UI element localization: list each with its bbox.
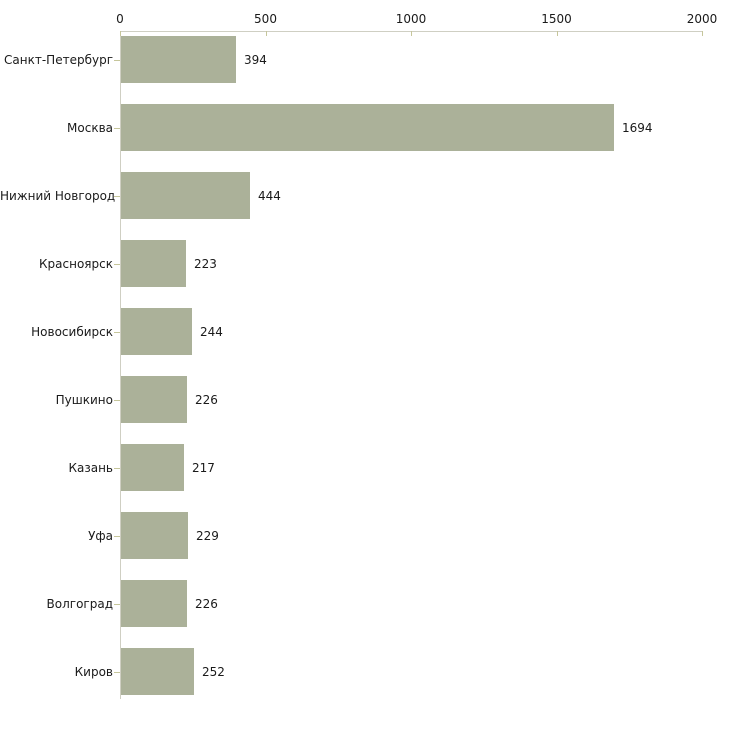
category-label: Санкт-Петербург	[4, 53, 113, 67]
value-label: 252	[202, 665, 225, 679]
y-axis-tick	[114, 468, 120, 469]
value-label: 1694	[622, 121, 653, 135]
bar	[121, 308, 192, 355]
y-axis-tick	[114, 604, 120, 605]
value-label: 217	[192, 461, 215, 475]
value-label: 223	[194, 257, 217, 271]
x-axis-tick-label: 1500	[541, 12, 572, 26]
value-label: 394	[244, 53, 267, 67]
category-label: Уфа	[88, 529, 113, 543]
category-label: Красноярск	[39, 257, 113, 271]
y-axis-line	[120, 31, 121, 699]
value-label: 244	[200, 325, 223, 339]
x-axis-tick	[120, 31, 121, 36]
category-label: Киров	[74, 665, 113, 679]
category-label: Пушкино	[55, 393, 113, 407]
x-axis-tick-label: 1000	[395, 12, 427, 26]
x-axis-tick	[265, 31, 267, 36]
x-axis-tick	[411, 31, 412, 36]
bar	[121, 240, 186, 287]
x-axis-tick	[702, 31, 703, 36]
value-label: 226	[195, 597, 218, 611]
y-axis-tick	[114, 672, 120, 673]
bar	[121, 36, 236, 83]
y-axis-tick	[114, 400, 120, 401]
value-label: 226	[195, 393, 218, 407]
category-label: Москва	[67, 121, 113, 135]
bar	[121, 376, 187, 423]
bar	[121, 104, 614, 151]
y-axis-tick	[114, 536, 120, 537]
value-label: 444	[258, 189, 281, 203]
x-axis-tick-label: 2000	[686, 12, 718, 26]
y-axis-tick	[114, 196, 120, 197]
y-axis-tick	[114, 128, 120, 129]
x-axis-tick-label: 500	[254, 12, 277, 26]
y-axis-tick	[114, 60, 120, 61]
bar	[121, 648, 194, 695]
y-axis-tick	[114, 264, 120, 265]
y-axis-tick	[114, 332, 120, 333]
category-label: Волгоград	[46, 597, 113, 611]
x-axis-tick-label: 0	[116, 12, 124, 26]
x-axis-tick	[556, 31, 558, 36]
value-label: 229	[196, 529, 219, 543]
bar	[121, 444, 184, 491]
category-label: Нижний Новгород	[0, 189, 116, 203]
category-label: Новосибирск	[31, 325, 113, 339]
category-label: Казань	[68, 461, 113, 475]
bar	[121, 512, 188, 559]
bar	[121, 580, 187, 627]
bar	[121, 172, 250, 219]
